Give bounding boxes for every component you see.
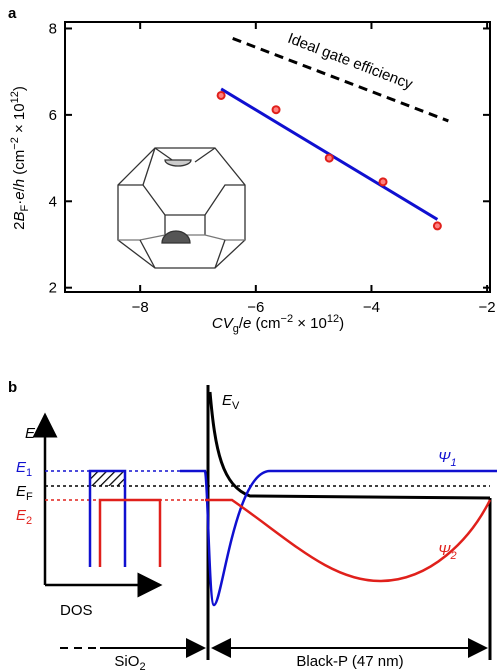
x-tick-label: −8 xyxy=(132,299,149,316)
ideal-line xyxy=(232,37,449,123)
e1-label: E1 xyxy=(16,459,32,479)
psi1-curve xyxy=(180,469,497,607)
data-point xyxy=(378,177,388,187)
dos-2 xyxy=(98,498,162,567)
dos-label: DOS xyxy=(60,602,93,619)
data-point xyxy=(432,221,442,231)
y-tick-label: 8 xyxy=(49,20,57,37)
panel-label: b xyxy=(8,379,17,396)
y-axis-label: 2BF·e/h (cm−2 × 1012) xyxy=(9,86,31,230)
band-diagram: b E E1 EF E2 DOS EV Ψ1 Ψ2 SiO2 Black-P (… xyxy=(8,379,497,672)
data-point xyxy=(271,105,281,115)
data-point xyxy=(324,153,334,163)
y-tick-label: 4 xyxy=(49,193,57,210)
dos-1 xyxy=(88,469,127,567)
plot-frame xyxy=(64,21,491,293)
y-tick-label: 6 xyxy=(49,107,57,124)
psi1-label: Ψ1 xyxy=(438,449,457,469)
blackp-label: Black-P (47 nm) xyxy=(296,653,403,670)
x-axis-label: CVg/e (cm−2 × 1012) xyxy=(212,313,344,335)
crystal-inset xyxy=(117,147,246,269)
e2-label: E2 xyxy=(16,507,32,527)
filled-states xyxy=(90,471,125,486)
x-tick-label: −6 xyxy=(247,299,264,316)
sio2-label: SiO2 xyxy=(114,653,145,672)
energy-label: E xyxy=(25,425,36,442)
x-tick-label: −4 xyxy=(363,299,380,316)
psi2-label: Ψ2 xyxy=(438,542,457,562)
ev-label: EV xyxy=(222,392,240,412)
ef-label: EF xyxy=(16,483,33,503)
x-tick-label: −2 xyxy=(479,299,496,316)
data-point xyxy=(216,90,226,100)
y-tick-label: 2 xyxy=(49,280,57,297)
psi2-curve xyxy=(205,498,492,583)
panel-label: a xyxy=(8,5,17,22)
